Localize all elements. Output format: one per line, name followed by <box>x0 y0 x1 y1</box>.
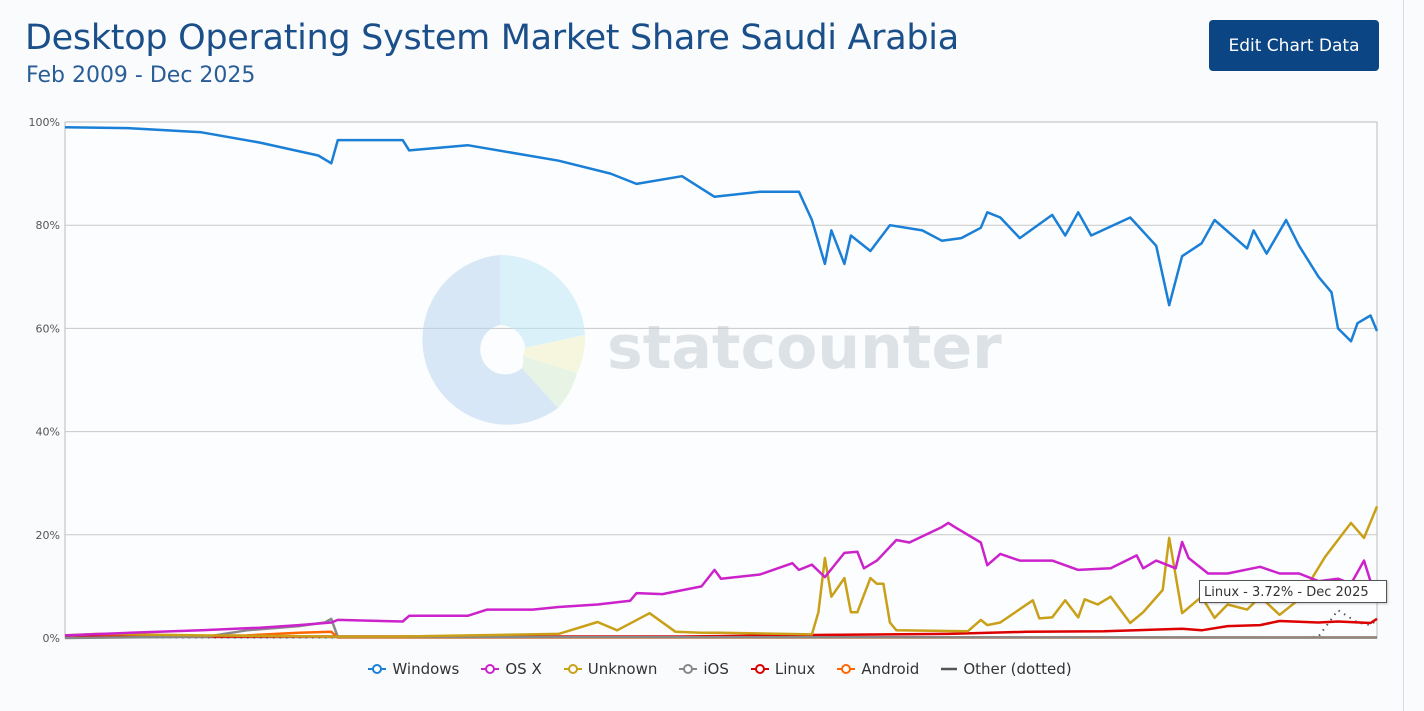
y-tick-label: 0% <box>43 632 60 645</box>
legend-label: Windows <box>392 660 460 678</box>
circle-marker-icon <box>481 663 500 675</box>
page-title: Desktop Operating System Market Share Sa… <box>25 18 959 58</box>
legend-item-linux[interactable]: Linux <box>750 660 816 678</box>
page-divider <box>1403 0 1404 711</box>
legend-label: Linux <box>774 660 816 678</box>
legend: Windows OS X Unknown iOS Linux Android Other (… <box>0 660 1424 678</box>
grid-lines <box>65 224 1377 536</box>
legend-label: Android <box>861 660 920 678</box>
circle-marker-icon <box>750 663 769 675</box>
watermark-logo-green <box>522 356 577 408</box>
series-line-windows[interactable] <box>64 125 1379 343</box>
legend-label: iOS <box>703 660 729 678</box>
legend-item-other-dotted[interactable]: Other (dotted) <box>941 660 1072 678</box>
circle-marker-icon <box>679 663 698 675</box>
legend-item-android[interactable]: Android <box>837 660 919 678</box>
plot-area <box>64 121 1378 639</box>
legend-label: Other (dotted) <box>963 660 1072 678</box>
dash-marker-icon <box>941 664 958 674</box>
y-tick-label: 100% <box>29 116 60 129</box>
circle-marker-icon <box>837 663 856 675</box>
series-lines <box>64 125 1379 640</box>
watermark-logo-blue <box>422 255 558 425</box>
y-axis: 0% 20% 40% 60% 80% 100% <box>29 116 60 645</box>
legend-label: Unknown <box>587 660 658 678</box>
circle-marker-icon <box>368 663 387 675</box>
statcounter-watermark: statcounter <box>422 254 1002 425</box>
date-range-subtitle: Feb 2009 - Dec 2025 <box>26 63 256 88</box>
series-line-linux[interactable] <box>65 617 1378 638</box>
watermark-text: statcounter <box>607 313 1002 383</box>
legend-item-os-x[interactable]: OS X <box>481 660 542 678</box>
tooltip: Linux - 3.72% - Dec 2025 <box>1199 580 1387 603</box>
circle-marker-icon <box>563 663 582 675</box>
y-tick-label: 40% <box>36 426 60 439</box>
legend-item-ios[interactable]: iOS <box>679 660 729 678</box>
series-line-unknown[interactable] <box>64 505 1379 638</box>
y-tick-label: 80% <box>36 219 60 232</box>
edit-chart-data-button[interactable]: Edit Chart Data <box>1209 20 1379 71</box>
legend-item-unknown[interactable]: Unknown <box>563 660 658 678</box>
watermark-logo-yellow <box>523 335 586 373</box>
y-tick-label: 60% <box>36 322 60 335</box>
series-line-os-x[interactable] <box>64 521 1378 637</box>
legend-item-windows[interactable]: Windows <box>368 660 459 678</box>
watermark-logo-cyan <box>500 254 585 348</box>
y-tick-label: 20% <box>36 529 60 542</box>
legend-label: OS X <box>505 660 542 678</box>
